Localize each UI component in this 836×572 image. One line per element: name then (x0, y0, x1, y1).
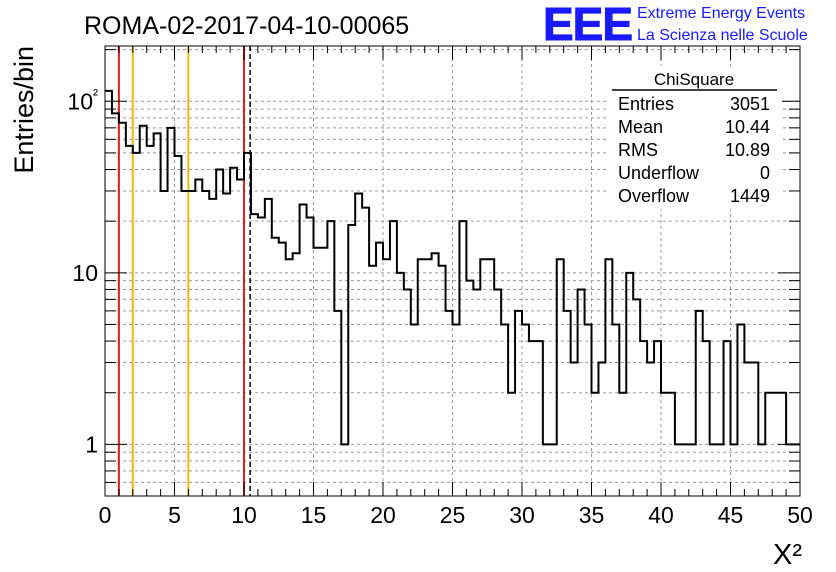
stats-box-title: ChiSquare (654, 70, 734, 89)
x-tick-label: 45 (718, 502, 744, 528)
histogram-outline (105, 89, 800, 446)
y-tick-label: 10² (67, 86, 98, 114)
chart-title: ROMA-02-2017-04-10-00065 (84, 12, 409, 40)
stats-row-label: Underflow (618, 163, 700, 183)
x-tick-label: 0 (99, 502, 112, 528)
stats-box: ChiSquare Entries 3051 Mean 10.44 RMS 10.89 Un… (606, 66, 782, 209)
eee-logo-line2: La Scienza nelle Scuole (637, 27, 808, 44)
x-tick-label: 10 (231, 502, 257, 528)
x-tick-label: 25 (440, 502, 466, 528)
stats-row-value: 10.44 (725, 117, 770, 137)
stats-row-value: 1449 (730, 186, 770, 206)
stats-row-value: 3051 (730, 94, 770, 114)
marker-lines-layer (117, 46, 251, 496)
y-axis-label: Entries/bin (9, 46, 39, 174)
stats-box-rows: Entries 3051 Mean 10.44 RMS 10.89 Underflow 0 Ov… (618, 94, 770, 206)
x-tick-label: 40 (648, 502, 674, 528)
x-tick-label: 15 (301, 502, 327, 528)
eee-logo: EEE Extreme Energy Events La Scienza nel… (543, 0, 808, 51)
x-tick-label: 20 (370, 502, 396, 528)
stats-row-value: 10.89 (725, 140, 770, 160)
x-tick-label: 35 (579, 502, 605, 528)
y-tick-label: 10 (72, 260, 98, 286)
x-axis-label: X² (773, 539, 802, 571)
x-tick-label: 50 (787, 502, 813, 528)
x-tick-label: 5 (168, 502, 181, 528)
tick-labels-layer: 0 5 10 15 20 25 30 35 40 45 50 1 10 10² (67, 86, 812, 528)
axis-ticks-layer (104, 46, 801, 497)
eee-logo-mark: EEE (543, 0, 632, 50)
stats-row-label: RMS (618, 140, 658, 160)
grid-layer (105, 46, 800, 497)
stats-row-value: 0 (760, 163, 770, 183)
x-tick-label: 30 (509, 502, 535, 528)
stats-row-label: Mean (618, 117, 663, 137)
eee-logo-line1: Extreme Energy Events (637, 5, 805, 22)
y-tick-label: 1 (85, 431, 98, 457)
stats-row-label: Overflow (618, 186, 690, 206)
stats-row-label: Entries (618, 94, 674, 114)
